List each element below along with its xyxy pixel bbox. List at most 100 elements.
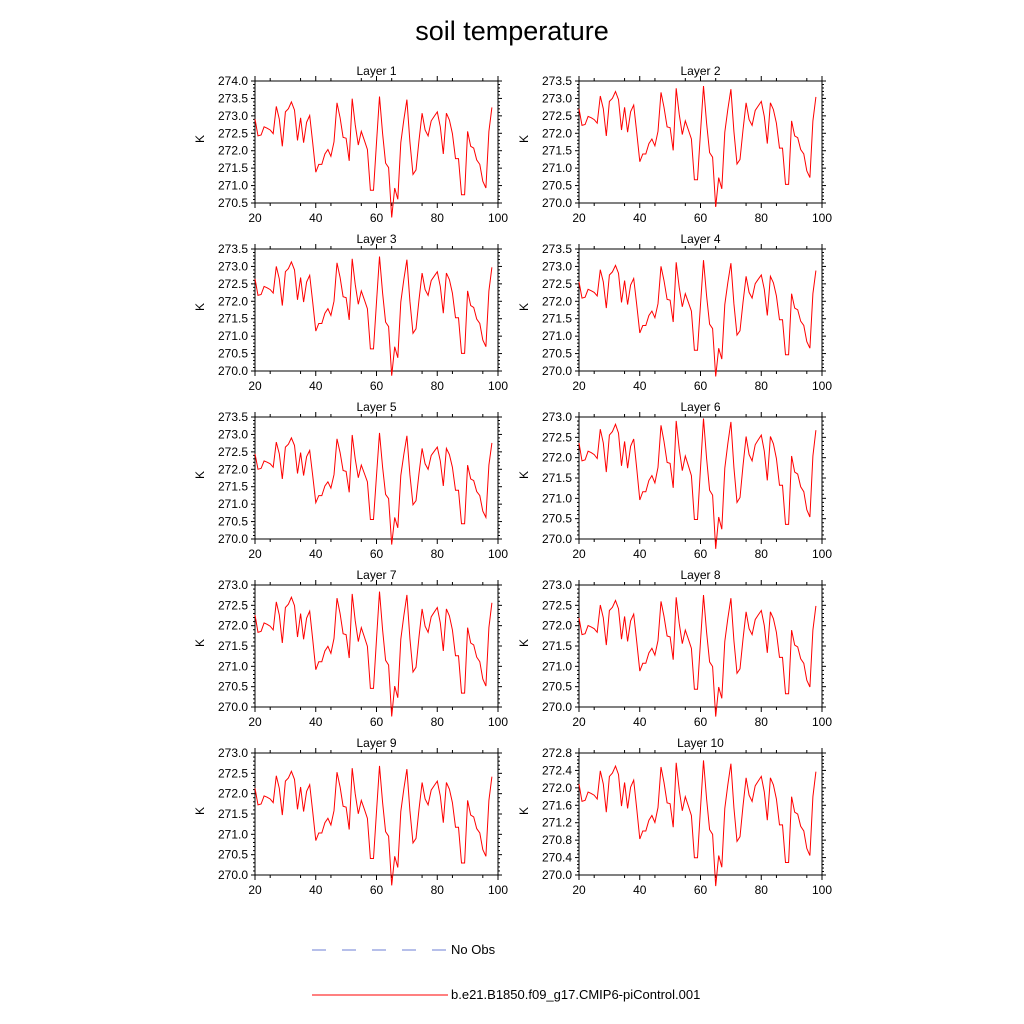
y-tick-label: 272.0 [218,462,248,476]
panels-group: Layer 1 K 274.0 273.5 273.0 272.5 272.0 271.5 27… [193,64,832,897]
x-tick-label: 100 [488,211,508,225]
x-tick-label: 20 [572,379,586,393]
model-series-line [578,418,817,549]
panel-layer-3: Layer 3 K 273.5 273.0 272.5 272.0 271.5 271.0 27… [193,232,508,393]
panel-layer-9: Layer 9 K 273.0 272.5 272.0 271.5 271.0 270.5 27… [193,736,508,897]
x-tick-label: 40 [633,883,647,897]
x-tick-label: 60 [370,547,384,561]
x-tick-label: 20 [248,547,262,561]
y-tick-label: 272.0 [542,781,572,795]
x-tick-label: 20 [572,883,586,897]
y-tick-label: 271.0 [218,659,248,673]
y-tick-label: 272.5 [218,445,248,459]
x-tick-label: 40 [309,547,323,561]
legend: No Obs b.e21.B1850.f09_g17.CMIP6-piContro… [312,942,700,1002]
panel-title: Layer 6 [680,400,720,414]
x-tick-label: 100 [488,547,508,561]
y-tick-label: 270.0 [218,700,248,714]
y-tick-label: 271.6 [542,798,572,812]
x-tick-label: 80 [431,379,445,393]
y-tick-label: 272.0 [218,619,248,633]
y-tick-label: 273.5 [218,410,248,424]
y-tick-label: 270.5 [542,512,572,526]
y-tick-label: 270.5 [542,347,572,361]
y-tick-label: 271.5 [218,161,248,175]
x-tick-label: 60 [370,379,384,393]
x-tick-label: 80 [431,211,445,225]
x-tick-label: 20 [572,715,586,729]
y-tick-label: 270.8 [542,833,572,847]
y-tick-label: 273.5 [542,242,572,256]
y-tick-label: 271.5 [218,480,248,494]
y-tick-label: 273.5 [218,242,248,256]
y-tick-label: 273.0 [218,427,248,441]
panel-layer-2: Layer 2 K 273.5 273.0 272.5 272.0 271.5 271.0 27… [517,64,832,225]
y-tick-label: 271.5 [542,639,572,653]
x-tick-label: 80 [431,715,445,729]
panel-layer-7: Layer 7 K 273.0 272.5 272.0 271.5 271.0 270.5 27… [193,568,508,729]
y-axis-label: K [517,639,531,647]
y-tick-label: 272.5 [218,598,248,612]
y-tick-label: 273.0 [542,578,572,592]
y-tick-label: 272.0 [542,294,572,308]
x-tick-label: 100 [812,715,832,729]
x-tick-label: 80 [755,715,769,729]
panel-layer-8: Layer 8 K 273.0 272.5 272.0 271.5 271.0 270.5 27… [517,568,832,729]
y-tick-label: 270.5 [542,680,572,694]
y-tick-label: 271.0 [218,497,248,511]
model-series-line [578,260,817,377]
y-tick-label: 273.0 [218,109,248,123]
y-tick-label: 271.5 [542,471,572,485]
y-tick-label: 270.0 [542,868,572,882]
x-tick-label: 60 [694,547,708,561]
y-tick-label: 273.5 [542,74,572,88]
y-tick-label: 274.0 [218,74,248,88]
y-tick-label: 272.5 [218,277,248,291]
y-axis-label: K [517,807,531,815]
x-tick-label: 60 [694,715,708,729]
x-tick-label: 80 [431,547,445,561]
y-axis-label: K [193,471,207,479]
x-tick-label: 20 [248,379,262,393]
model-series-line [578,594,817,717]
panel-layer-4: Layer 4 K 273.5 273.0 272.5 272.0 271.5 271.0 27… [517,232,832,393]
y-tick-label: 271.0 [218,179,248,193]
y-axis-label: K [193,303,207,311]
y-tick-label: 270.5 [218,515,248,529]
y-axis-label: K [517,471,531,479]
y-tick-label: 272.0 [542,126,572,140]
x-tick-label: 20 [572,547,586,561]
x-tick-label: 40 [309,211,323,225]
y-tick-label: 272.0 [218,294,248,308]
x-tick-label: 20 [248,211,262,225]
panel-title: Layer 4 [680,232,720,246]
y-tick-label: 271.0 [542,659,572,673]
y-axis-label: K [517,135,531,143]
y-tick-label: 271.0 [218,329,248,343]
legend-label-1: No Obs [451,942,496,957]
x-tick-label: 40 [633,211,647,225]
y-tick-label: 273.0 [542,259,572,273]
x-tick-label: 60 [694,883,708,897]
model-series-line [254,765,493,886]
y-tick-label: 270.0 [218,364,248,378]
y-tick-label: 270.5 [218,347,248,361]
x-tick-label: 40 [309,883,323,897]
x-tick-label: 20 [248,715,262,729]
y-tick-label: 271.5 [218,312,248,326]
y-tick-label: 272.0 [542,451,572,465]
y-tick-label: 272.0 [218,787,248,801]
y-tick-label: 272.5 [218,126,248,140]
y-tick-label: 273.0 [542,410,572,424]
y-tick-label: 271.5 [542,144,572,158]
y-axis-label: K [193,807,207,815]
y-tick-label: 270.0 [542,196,572,210]
x-tick-label: 80 [431,883,445,897]
x-tick-label: 40 [633,547,647,561]
x-tick-label: 100 [812,379,832,393]
model-series-line [254,96,493,218]
panel-layer-10: Layer 10 K 272.8 272.4 272.0 271.6 271.2 270.8 2… [517,736,832,897]
x-tick-label: 80 [755,547,769,561]
panel-layer-6: Layer 6 K 273.0 272.5 272.0 271.5 271.0 270.5 27… [517,400,832,561]
